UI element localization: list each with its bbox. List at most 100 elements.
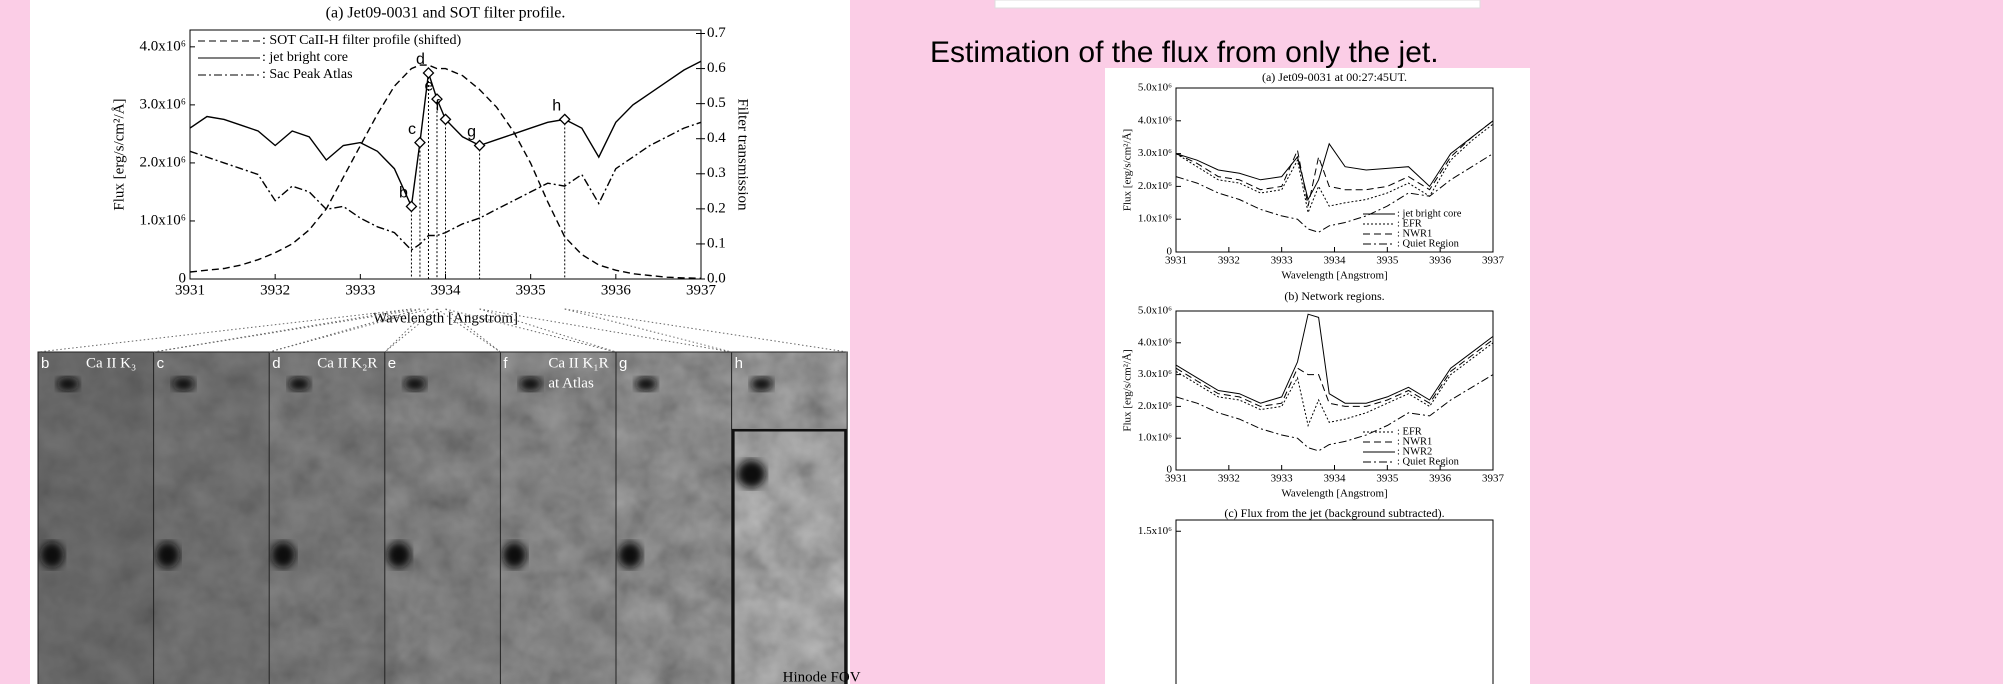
dark-spot [173,377,195,391]
dark-spot [519,377,541,391]
y-tick-label: 1.0x10⁶ [1138,432,1172,444]
image-tone [385,352,501,684]
y2-tick-label: 0.0 [707,270,726,286]
chart-title: (a) Jet09-0031 at 00:27:45UT. [1262,70,1407,84]
y-axis-label: Flux [erg/s/cm²/Å] [111,98,127,210]
panel-letter: h [735,355,743,372]
dark-spot [271,542,295,568]
x-tick-label: 3934 [1324,254,1347,266]
chart-title: (c) Flux from the jet (background subtra… [1224,506,1444,520]
dark-spot [387,542,411,568]
page: {"heading": "Estimation of the flux from… [0,0,2003,684]
y2-axis-label: Filter transmission [735,98,751,211]
legend-label: : jet bright core [262,50,348,65]
dark-spot [40,542,64,568]
x-tick-label: 3933 [1271,254,1294,266]
y-tick-label: 2.0x10⁶ [1138,180,1172,192]
x-tick-label: 3935 [516,282,546,298]
image-tone [269,352,385,684]
panel-letter: d [272,355,280,372]
x-tick-label: 3935 [1376,472,1399,484]
x-tick-label: 3936 [1429,472,1452,484]
panel-letter: e [388,355,396,372]
dark-spot [156,542,180,568]
panel-caption: Ca II K₁R [548,355,608,371]
y2-tick-label: 0.4 [707,130,726,146]
marker-label: h [552,98,561,115]
y2-tick-label: 0.7 [707,25,726,41]
panel-note: at Atlas [548,375,594,391]
x-tick-label: 3934 [431,282,462,298]
marker-label: c [408,121,416,138]
panel-caption: Ca II K₂R [317,355,377,371]
x-tick-label: 3936 [1429,254,1452,266]
y-tick-label: 4.0x10⁶ [1138,114,1172,126]
y-tick-label: 2.0x10⁶ [1138,400,1172,412]
y-tick-label: 3.0x10⁶ [1138,368,1172,380]
x-tick-label: 3932 [1218,472,1240,484]
dark-spot [751,377,773,391]
dark-spot [57,377,79,391]
y2-tick-label: 0.2 [707,200,726,216]
panel-letter: c [157,355,165,372]
y-tick-label: 1.5x10⁶ [1138,525,1172,537]
x-tick-label: 3936 [601,282,632,298]
y-tick-label: 3.0x10⁶ [140,96,186,112]
y2-tick-label: 0.1 [707,235,726,251]
y-tick-label: 5.0x10⁶ [1138,305,1172,317]
y2-tick-label: 0.3 [707,165,726,181]
x-axis-label: Wavelength [Angstrom] [1281,270,1387,282]
panel-letter: b [41,355,49,372]
panel-letter: g [619,355,627,372]
legend-label: : Quiet Region [1397,456,1460,467]
y-tick-label: 1.0x10⁶ [140,212,186,228]
image-tone [732,352,848,428]
chart-title: (b) Network regions. [1284,289,1384,303]
legend-label: : SOT CaII-H filter profile (shifted) [262,33,462,48]
x-tick-label: 3934 [1324,472,1347,484]
marker-label: d [416,51,425,68]
slide-heading: Estimation of the flux from only the jet… [930,36,1439,69]
dark-spot [618,542,642,568]
x-tick-label: 3932 [1218,254,1240,266]
y-tick-label: 0 [1167,464,1173,476]
marker-label: b [399,185,408,202]
marker-label: e [425,77,434,94]
y-tick-label: 1.0x10⁶ [1138,213,1172,225]
image-tone [38,352,154,684]
image-tone [154,352,270,684]
x-tick-label: 3933 [345,282,375,298]
y-tick-label: 4.0x10⁶ [140,38,186,54]
top-box [995,0,1480,8]
marker-label: f [435,98,440,115]
x-tick-label: 3933 [1271,472,1294,484]
image-tone [616,352,732,684]
legend-label: : Sac Peak Atlas [262,67,353,82]
x-axis-label: Wavelength [Angstrom] [1281,488,1387,500]
x-tick-label: 3937 [1482,472,1505,484]
image-tone [500,352,616,684]
dark-spot [404,377,426,391]
x-tick-label: 3935 [1376,254,1399,266]
y-axis-label: Flux [erg/s/cm²/Å] [1122,349,1134,431]
x-tick-label: 3937 [1482,254,1505,266]
x-tick-label: 3932 [260,282,290,298]
y-tick-label: 0 [1167,246,1173,258]
dark-spot [635,377,657,391]
y-tick-label: 4.0x10⁶ [1138,336,1172,348]
y2-tick-label: 0.6 [707,60,726,76]
y-tick-label: 0 [179,270,187,286]
inset-label: Hinode FOV [783,669,861,684]
slide: Estimation of the flux from only the jet… [0,0,2003,684]
panel-caption: Ca II K₃ [86,355,136,371]
marker-label: g [467,124,476,141]
dark-spot [738,460,766,488]
y-tick-label: 3.0x10⁶ [1138,147,1172,159]
dark-spot [502,542,526,568]
y-tick-label: 5.0x10⁶ [1138,82,1172,94]
y2-tick-label: 0.5 [707,95,726,111]
y-axis-label: Flux [erg/s/cm²/Å] [1122,129,1134,211]
legend-label: : Quiet Region [1397,238,1460,249]
y-tick-label: 2.0x10⁶ [140,154,186,170]
chart-title: (a) Jet09-0031 and SOT filter profile. [326,5,566,22]
